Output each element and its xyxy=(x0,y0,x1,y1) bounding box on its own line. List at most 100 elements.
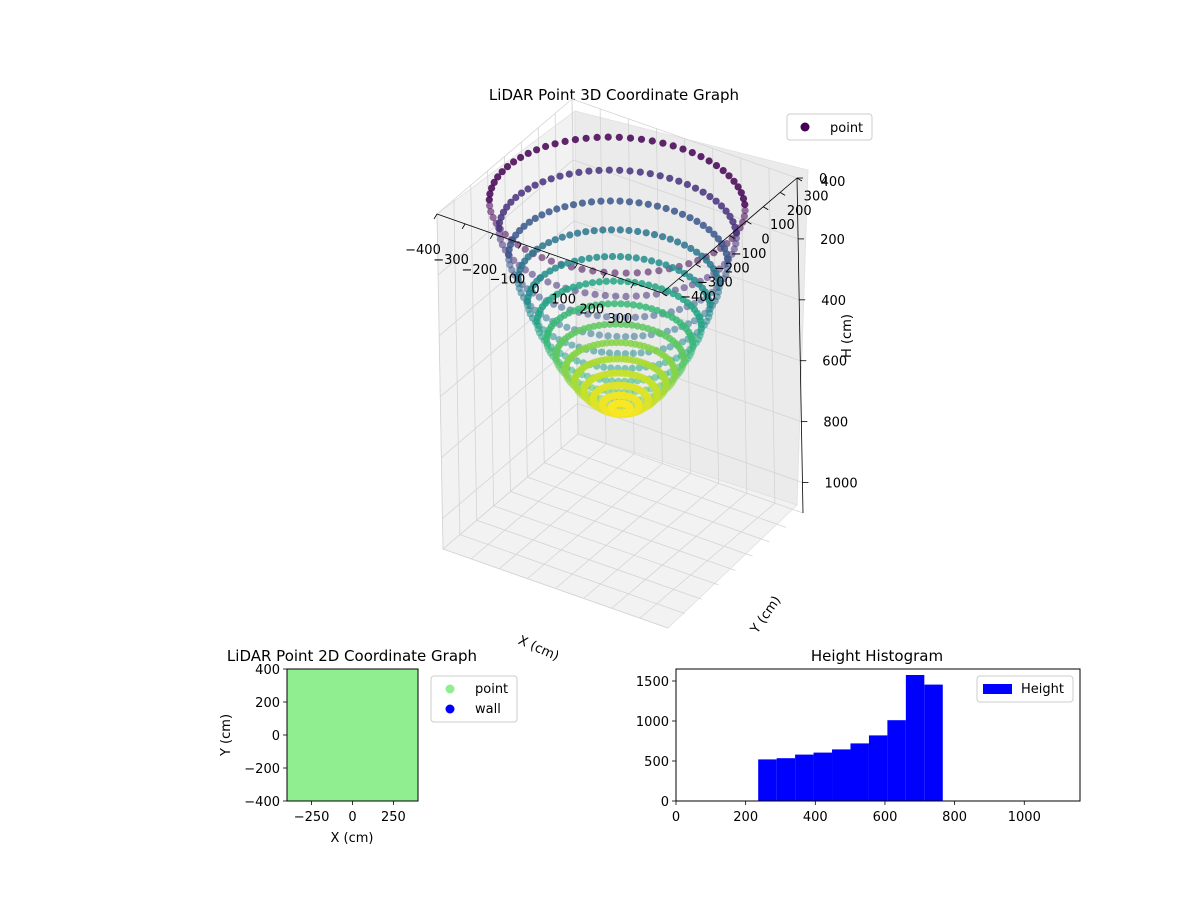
point-3d xyxy=(615,133,623,141)
y-tick-label-3d: 100 xyxy=(770,218,795,233)
point-3d xyxy=(726,212,734,220)
y-tick-label-3d: 300 xyxy=(804,189,829,204)
histogram-ticks: 0 200 400 600 800 1000 0 500 1000 1500 xyxy=(636,675,1041,825)
point-3d xyxy=(602,277,611,285)
point-3d xyxy=(625,198,634,206)
point-3d xyxy=(501,230,509,238)
legend-2d: point wall xyxy=(430,675,518,723)
point-3d xyxy=(591,290,599,298)
point-3d xyxy=(629,301,638,309)
point-3d xyxy=(625,226,633,235)
point-3d xyxy=(595,166,603,174)
point-3d xyxy=(616,166,624,174)
point-3d xyxy=(613,332,621,341)
z-tick-label-3d: 400 xyxy=(821,294,846,309)
point-3d xyxy=(593,253,601,261)
y-tick-label-3d: 400 xyxy=(821,175,846,190)
point-3d xyxy=(624,278,632,286)
point-3d xyxy=(678,210,687,218)
point-3d xyxy=(732,234,741,242)
y-tick-label-histogram: 1000 xyxy=(636,715,669,730)
point-3d xyxy=(739,195,748,203)
point-3d xyxy=(557,261,566,270)
point-3d xyxy=(699,188,707,196)
point-3d xyxy=(675,305,684,314)
point-3d xyxy=(588,279,597,287)
y-axis-label-3d: Y (cm) xyxy=(747,593,784,637)
point-3d xyxy=(566,231,574,239)
point-3d xyxy=(606,197,615,205)
legend-swatch-height xyxy=(983,684,1012,694)
point-3d xyxy=(645,281,653,289)
point-3d xyxy=(524,185,532,193)
point-3d xyxy=(582,134,590,142)
point-3d xyxy=(531,214,539,222)
legend-marker-point-2d xyxy=(445,684,455,694)
point-3d xyxy=(635,364,643,372)
point-3d xyxy=(612,339,620,347)
point-3d xyxy=(710,230,718,238)
point-3d xyxy=(512,193,520,202)
chart-2d-title: LiDAR Point 2D Coordinate Graph xyxy=(227,647,477,665)
point-3d xyxy=(605,166,613,174)
point-3d xyxy=(636,302,644,310)
point-3d xyxy=(662,204,670,213)
point-3d xyxy=(669,264,677,272)
point-3d xyxy=(702,256,711,264)
point-3d xyxy=(582,280,590,288)
point-3d xyxy=(553,205,561,213)
point-3d xyxy=(651,374,659,382)
histogram-bar xyxy=(813,752,833,801)
point-3d xyxy=(679,145,687,153)
point-3d xyxy=(524,149,532,157)
point-3d xyxy=(642,303,650,311)
legend-label-wall-2d: wall xyxy=(475,702,501,717)
point-3d xyxy=(575,305,583,313)
point-3d xyxy=(574,229,582,237)
point-3d xyxy=(587,330,595,338)
z-tick-label-3d: 1000 xyxy=(825,477,858,492)
point-3d xyxy=(666,343,674,351)
histogram-bar xyxy=(868,735,888,801)
point-3d xyxy=(613,355,621,363)
point-3d xyxy=(604,133,612,141)
point-3d xyxy=(598,348,606,356)
point-3d xyxy=(617,320,625,328)
histogram-title: Height Histogram xyxy=(811,647,943,665)
point-3d xyxy=(495,219,504,227)
point-3d xyxy=(685,260,693,268)
axes-frame-histogram xyxy=(675,668,1081,802)
point-3d xyxy=(495,224,503,232)
point-3d xyxy=(528,249,537,257)
point-3d xyxy=(686,214,694,222)
point-3d xyxy=(614,369,622,377)
point-3d xyxy=(609,277,618,285)
point-3d xyxy=(494,173,502,181)
point-3d xyxy=(636,168,644,176)
point-3d xyxy=(605,349,614,357)
point-3d xyxy=(600,321,609,329)
point-3d xyxy=(573,357,581,365)
point-3d xyxy=(611,320,620,328)
point-3d xyxy=(737,189,745,197)
point-3d xyxy=(632,292,640,300)
point-3d xyxy=(687,244,695,253)
point-3d xyxy=(741,200,749,209)
point-3d xyxy=(637,349,645,357)
y-tick-label-2d: 0 xyxy=(272,729,280,744)
x-tick-label-3d: 300 xyxy=(607,312,632,327)
x-tick-label-histogram: 0 xyxy=(672,810,680,825)
point-3d xyxy=(656,172,664,180)
point-3d xyxy=(615,381,623,389)
point-3d xyxy=(517,153,525,162)
point-3d xyxy=(712,162,721,170)
x-tick-label-3d: −300 xyxy=(433,253,469,268)
point-3d xyxy=(705,226,713,234)
point-3d xyxy=(607,226,616,234)
point-3d xyxy=(622,292,630,300)
point-3d xyxy=(626,167,634,175)
legend-marker-point xyxy=(800,122,810,132)
point-3d xyxy=(600,363,608,371)
z-tick-label-3d: 0 xyxy=(819,172,827,187)
point-3d xyxy=(699,221,707,229)
